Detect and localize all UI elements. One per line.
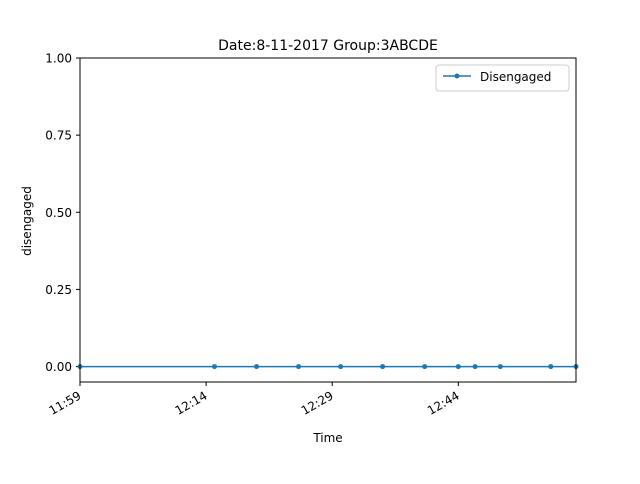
data-point	[380, 364, 386, 370]
chart-title: Date:8-11-2017 Group:3ABCDE	[218, 38, 438, 54]
data-point	[422, 364, 428, 370]
y-tick-label: 0.75	[45, 129, 72, 143]
data-point	[254, 364, 260, 370]
legend-label-disengaged: Disengaged	[480, 70, 551, 84]
data-point	[497, 364, 503, 370]
data-point	[338, 364, 344, 370]
y-tick-label: 1.00	[45, 52, 72, 66]
y-tick-label: 0.00	[45, 360, 72, 374]
series-layer	[77, 364, 579, 370]
y-axis-label: disengaged	[20, 186, 34, 256]
x-axis-label: Time	[312, 431, 342, 445]
plot-area-frame	[79, 57, 577, 383]
data-point	[212, 364, 218, 370]
data-point	[455, 364, 461, 370]
legend-dot-marker	[454, 73, 460, 79]
y-tick-label: 0.25	[45, 283, 72, 297]
data-point	[472, 364, 478, 370]
data-point	[548, 364, 554, 370]
legend-box	[435, 64, 570, 92]
legend: Disengaged	[435, 64, 570, 92]
y-tick-label: 0.50	[45, 206, 72, 220]
data-point	[296, 364, 302, 370]
